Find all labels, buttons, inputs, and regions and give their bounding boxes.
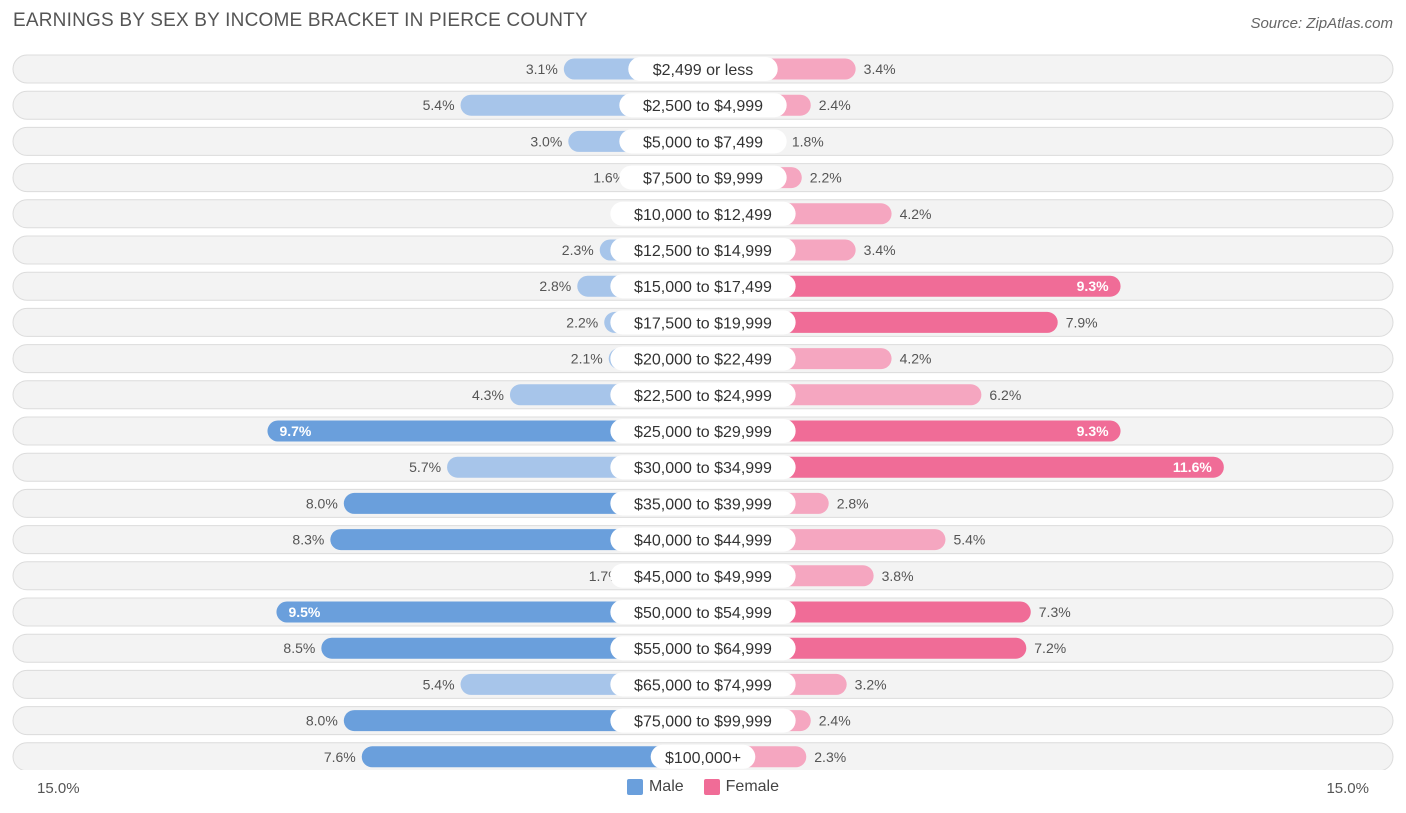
male-value-label: 3.1% [526, 61, 558, 77]
legend-swatch-male [626, 779, 643, 795]
category-label: $17,500 to $19,999 [634, 315, 772, 332]
category-label: $2,499 or less [653, 62, 754, 79]
category-pill [610, 491, 796, 516]
male-value-label: 2.8% [539, 278, 571, 294]
male-value-label: 7.6% [324, 749, 356, 765]
female-value-label: 3.4% [864, 242, 896, 258]
female-value-label: 2.4% [819, 713, 851, 729]
female-value-label: 3.4% [864, 61, 896, 77]
category-label: $50,000 to $54,999 [634, 605, 772, 622]
female-value-label: 9.3% [1077, 278, 1109, 294]
female-value-label: 11.6% [1173, 459, 1212, 475]
category-pill [610, 274, 796, 299]
female-bar [703, 275, 1121, 297]
category-pill [610, 238, 796, 262]
male-value-label: 8.5% [283, 640, 315, 656]
male-bar [361, 746, 703, 768]
female-value-label: 2.8% [837, 495, 869, 511]
female-value-label: 7.3% [1039, 604, 1071, 620]
category-pill [650, 744, 756, 769]
male-value-label: 5.4% [423, 97, 455, 113]
axis-left-label: 15.0% [37, 780, 80, 797]
category-pill [610, 346, 796, 371]
female-value-label: 2.3% [814, 749, 846, 765]
category-label: $22,500 to $24,999 [634, 388, 772, 405]
category-pill [610, 310, 796, 335]
male-value-label: 2.1% [571, 351, 603, 367]
legend-label-male: Male [648, 778, 684, 795]
category-pill [619, 93, 787, 118]
category-label: $20,000 to $22,499 [634, 352, 772, 369]
male-value-label: 8.0% [306, 495, 338, 511]
legend-item-female[interactable]: Female [703, 778, 780, 796]
female-bar [703, 456, 1224, 478]
category-pill [610, 600, 796, 624]
male-bar [321, 637, 703, 659]
female-value-label: 1.8% [792, 133, 824, 149]
male-bar [276, 601, 703, 623]
category-label: $15,000 to $17,499 [634, 279, 772, 296]
male-bar [330, 529, 703, 551]
category-pill [610, 708, 796, 733]
category-pill [610, 419, 796, 443]
male-value-label: 8.3% [292, 532, 324, 548]
male-value-label: 8.0% [306, 713, 338, 729]
category-label: $35,000 to $39,999 [634, 496, 772, 513]
female-value-label: 2.2% [810, 170, 842, 186]
category-label: $7,500 to $9,999 [643, 171, 763, 188]
category-label: $12,500 to $14,999 [634, 243, 772, 260]
male-value-label: 5.7% [409, 459, 441, 475]
category-pill [619, 165, 787, 190]
category-label: $25,000 to $29,999 [634, 424, 772, 441]
male-value-label: 5.4% [423, 676, 455, 692]
female-value-label: 3.8% [882, 568, 914, 584]
category-label: $45,000 to $49,999 [634, 569, 772, 586]
legend-label-female: Female [725, 778, 780, 795]
male-bar [267, 420, 703, 442]
category-pill [610, 527, 796, 552]
source-text: Source: ZipAtlas.com [1250, 15, 1393, 32]
axis-right-label: 15.0% [1326, 780, 1369, 797]
female-bar [703, 420, 1121, 442]
female-value-label: 4.2% [900, 206, 932, 222]
chart-svg: 3.1% 3.4% $2,499 or less 5.4% 2.4% $2,500 to … [12, 54, 1394, 770]
category-label: $65,000 to $74,999 [634, 677, 772, 694]
category-pill [610, 563, 796, 588]
male-value-label: 4.3% [472, 387, 504, 403]
legend-item-male[interactable]: Male [626, 778, 684, 796]
female-value-label: 5.4% [953, 532, 985, 548]
female-value-label: 3.2% [855, 676, 887, 692]
chart-title: EARNINGS BY SEX BY INCOME BRACKET IN PIE… [13, 10, 588, 31]
category-pill [610, 455, 796, 480]
category-pill [610, 672, 796, 697]
category-pill [619, 129, 787, 154]
category-pill [628, 57, 778, 81]
legend-swatch-female [703, 779, 720, 795]
female-value-label: 4.2% [900, 351, 932, 367]
category-label: $75,000 to $99,999 [634, 714, 772, 731]
category-label: $55,000 to $64,999 [634, 641, 772, 658]
female-value-label: 9.3% [1077, 423, 1109, 439]
legend: Male Female [0, 778, 1406, 796]
category-pill [610, 201, 796, 226]
female-value-label: 6.2% [989, 387, 1021, 403]
male-value-label: 2.3% [562, 242, 594, 258]
male-value-label: 1.6% [593, 170, 625, 186]
category-label: $40,000 to $44,999 [634, 533, 772, 550]
category-label: $100,000+ [665, 750, 741, 767]
category-label: $2,500 to $4,999 [643, 98, 763, 115]
category-label: $5,000 to $7,499 [643, 134, 763, 151]
female-value-label: 7.9% [1066, 314, 1098, 330]
male-value-label: 9.5% [288, 604, 320, 620]
category-label: $30,000 to $34,999 [634, 460, 772, 477]
male-value-label: 2.2% [566, 314, 598, 330]
female-value-label: 7.2% [1034, 640, 1066, 656]
category-label: $10,000 to $12,499 [634, 207, 772, 224]
category-pill [610, 382, 796, 407]
category-pill [610, 636, 796, 661]
male-value-label: 3.0% [530, 133, 562, 149]
female-value-label: 2.4% [819, 97, 851, 113]
male-value-label: 9.7% [279, 423, 311, 439]
